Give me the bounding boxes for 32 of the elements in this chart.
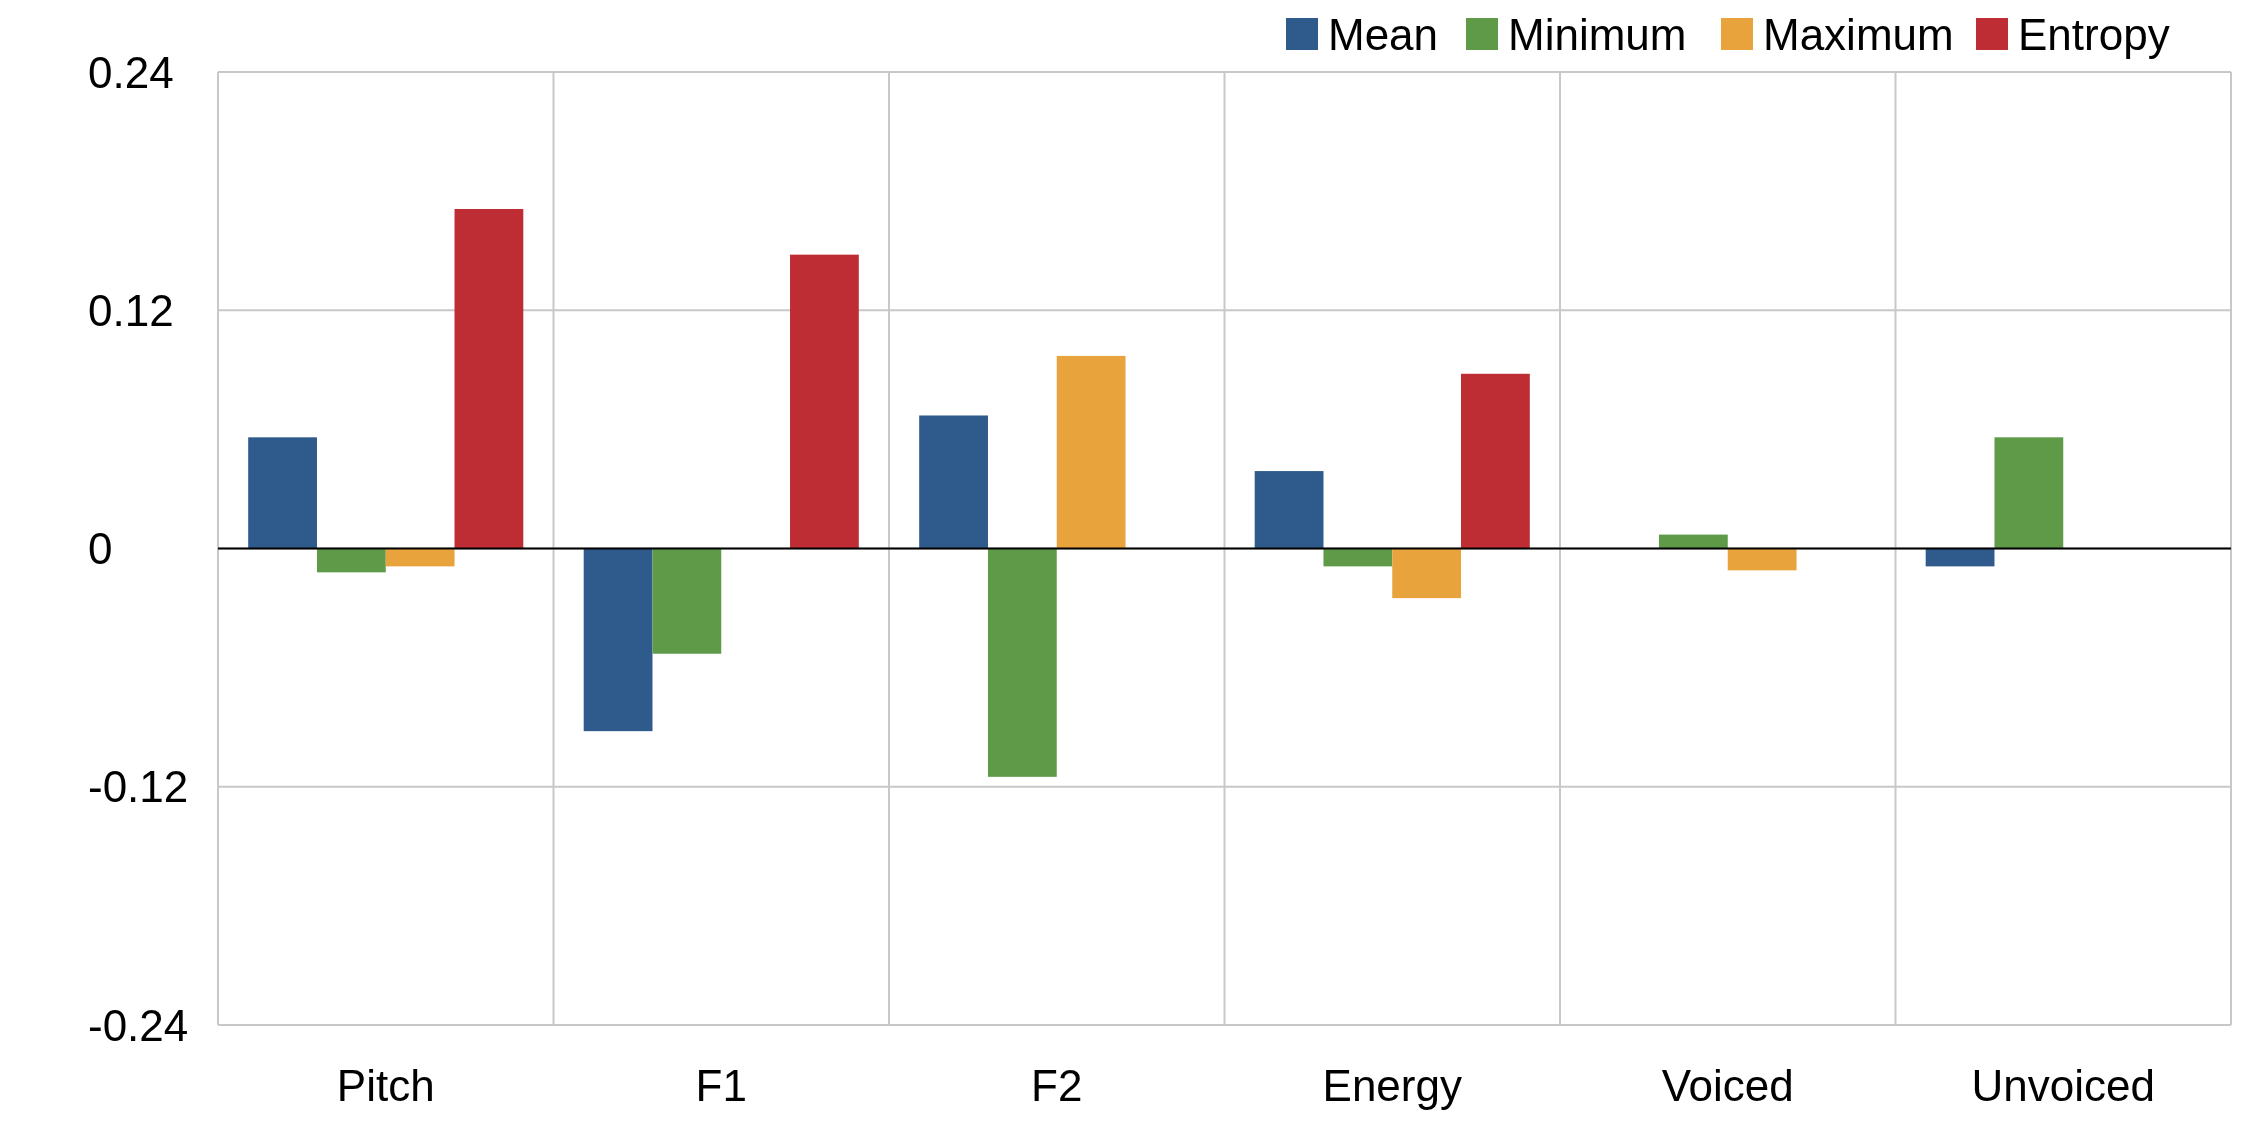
- bar: [1392, 548, 1462, 599]
- bar: [316, 548, 386, 573]
- y-tick-label: 0.12: [88, 285, 174, 335]
- x-tick-label: Unvoiced: [1971, 1060, 2155, 1110]
- y-tick-label: 0: [88, 524, 113, 573]
- y-tick-label: -0.12: [88, 762, 189, 812]
- bar: [583, 548, 653, 732]
- bar: [385, 548, 455, 567]
- bar: [790, 254, 859, 549]
- bar: [454, 208, 524, 549]
- bar: [652, 548, 722, 654]
- bar: [1658, 534, 1728, 549]
- bar: [1254, 471, 1324, 549]
- bar: [248, 437, 317, 549]
- legend-label: Minimum: [1508, 9, 1687, 59]
- legend-label: Mean: [1328, 9, 1439, 59]
- x-tick-label: Pitch: [336, 1060, 435, 1110]
- legend-label: Entropy: [2018, 9, 2170, 59]
- bar: [1994, 437, 2064, 549]
- legend-label: Maximum: [1763, 9, 1954, 59]
- bar: [919, 415, 988, 549]
- y-tick-label: 0.24: [88, 47, 174, 97]
- bar: [1727, 548, 1797, 571]
- x-tick-label: F1: [695, 1060, 747, 1110]
- bar: [1461, 373, 1530, 549]
- x-tick-label: F2: [1031, 1060, 1083, 1110]
- x-tick-label: Energy: [1322, 1060, 1462, 1110]
- bar: [1323, 548, 1393, 567]
- bar: [1056, 355, 1126, 549]
- x-tick-label: Voiced: [1661, 1060, 1794, 1110]
- y-tick-label: -0.24: [88, 1000, 189, 1050]
- bar: [987, 548, 1057, 777]
